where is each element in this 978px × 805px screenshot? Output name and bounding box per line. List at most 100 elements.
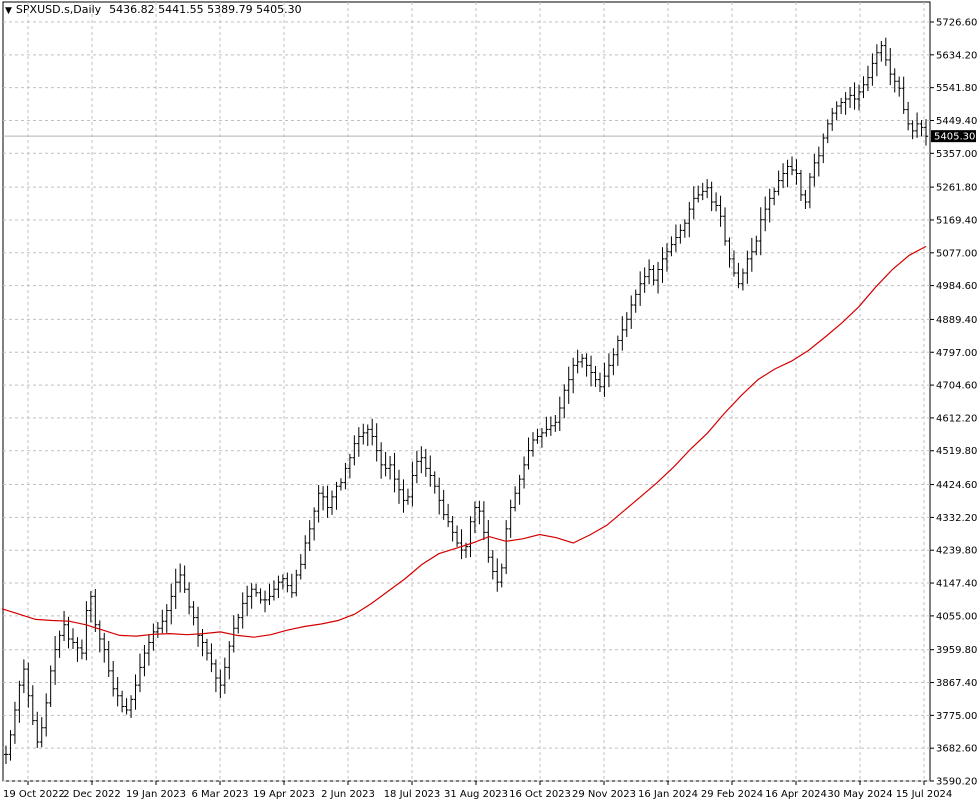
y-tick-label: 5726.60 (936, 18, 977, 29)
ohlc-bar (785, 159, 790, 188)
ohlc-bar (356, 427, 361, 457)
ohlc-bar (227, 641, 232, 680)
collapse-triangle-icon[interactable]: ▼ (5, 6, 12, 16)
y-tick-label: 5541.80 (936, 83, 977, 94)
ohlc-bar (137, 653, 142, 693)
ohlc-bar (633, 289, 638, 313)
ohlc-bar (316, 484, 321, 523)
y-tick-label: 5634.20 (936, 50, 977, 61)
ohlc-bar (642, 267, 647, 293)
ohlc-bar (727, 237, 732, 268)
ohlc-bar (883, 37, 888, 66)
ohlc-bar (620, 316, 625, 351)
ohlc-bar (763, 196, 768, 232)
y-tick-label: 4797.00 (936, 348, 977, 359)
ohlc-bar (714, 192, 719, 212)
ohlc-bar (499, 563, 504, 588)
ohlc-bar (26, 662, 31, 708)
x-tick-label: 2 Jun 2023 (321, 789, 375, 800)
ohlc-bar (749, 237, 754, 272)
ohlc-bar (379, 442, 384, 479)
ohlc-bar (597, 372, 602, 392)
ohlc-bar (566, 366, 571, 404)
ohlc-bar (660, 247, 665, 283)
ohlc-bar (88, 591, 93, 623)
y-tick-label: 3959.80 (936, 645, 977, 656)
y-tick-label: 4889.40 (936, 315, 977, 326)
ohlc-bar (486, 519, 491, 563)
y-tick-label: 5449.40 (936, 116, 977, 127)
ohlc-bar (580, 353, 585, 368)
ohlc-bar (705, 179, 710, 199)
ohlc-bar (321, 486, 326, 511)
y-tick-label: 5077.00 (936, 248, 977, 259)
ohlc-bar (803, 190, 808, 210)
ohlc-bar (155, 621, 160, 638)
ohlc-bar (370, 418, 375, 446)
ohlc-bar (236, 613, 241, 634)
ohlc-bar (294, 569, 299, 597)
ohlc-bar (383, 451, 388, 477)
ohlc-bar (615, 335, 620, 366)
ohlc-values: 5436.82 5441.55 5389.79 5405.30 (109, 3, 302, 16)
ohlc-bar (254, 583, 259, 597)
ohlc-bar (548, 416, 553, 436)
ohlc-bar (338, 478, 343, 491)
ohlc-bar (450, 516, 455, 542)
ohlc-bar (334, 481, 339, 510)
ohlc-bar (638, 271, 643, 306)
ohlc-bar (888, 48, 893, 86)
ohlc-bar (271, 580, 276, 601)
ohlc-bar (664, 243, 669, 272)
ohlc-bar (798, 169, 803, 202)
ohlc-bar (209, 643, 214, 673)
ohlc-bar (84, 601, 89, 661)
ohlc-bar (696, 185, 701, 203)
ohlc-bar (513, 486, 518, 512)
ohlc-bar (776, 170, 781, 196)
ohlc-bar (410, 461, 415, 507)
ohlc-bar (4, 745, 8, 764)
x-tick-label: 31 Aug 2023 (444, 789, 508, 800)
ohlc-bar (593, 366, 598, 387)
x-tick-label: 15 Jul 2024 (896, 789, 953, 800)
ohlc-bar (405, 488, 410, 505)
ohlc-bar (142, 644, 147, 677)
ohlc-bar (839, 97, 844, 115)
ohlc-bar (897, 76, 902, 97)
ohlc-bar (48, 665, 53, 707)
ohlc-bar (874, 44, 879, 77)
ohlc-bar (414, 450, 419, 484)
x-tick-label: 6 Mar 2023 (191, 789, 248, 800)
ohlc-bar (691, 186, 696, 220)
ohlc-bar (361, 423, 366, 445)
ohlc-bar (544, 416, 549, 437)
y-tick-label: 4612.20 (936, 413, 977, 424)
ohlc-bar (57, 630, 62, 658)
ohlc-bar (17, 680, 22, 723)
ohlc-bar (481, 501, 486, 541)
y-tick-label: 4239.80 (936, 546, 977, 557)
ohlc-bar (160, 609, 165, 634)
ohlc-bar (575, 349, 580, 374)
ohlc-bar (263, 590, 268, 613)
ohlc-bar (401, 479, 406, 513)
y-tick-label: 4147.40 (936, 579, 977, 590)
x-tick-label: 30 May 2024 (827, 789, 892, 800)
ohlc-bar (794, 159, 799, 185)
ohlc-bar (723, 207, 728, 246)
ohlc-bar (901, 76, 906, 114)
y-tick-label: 4519.80 (936, 446, 977, 457)
ohlc-bar (772, 187, 777, 206)
ohlc-bar (93, 589, 98, 633)
ohlc-bar (298, 554, 303, 580)
y-tick-label: 4332.20 (936, 513, 977, 524)
ohlc-bar (115, 677, 120, 707)
ohlc-bar (133, 674, 138, 710)
ohlc-bar (196, 606, 201, 647)
ohlc-bar (865, 65, 870, 92)
ohlc-bar (352, 435, 357, 466)
ohlc-bar (687, 201, 692, 238)
ohlc-bar (682, 219, 687, 238)
